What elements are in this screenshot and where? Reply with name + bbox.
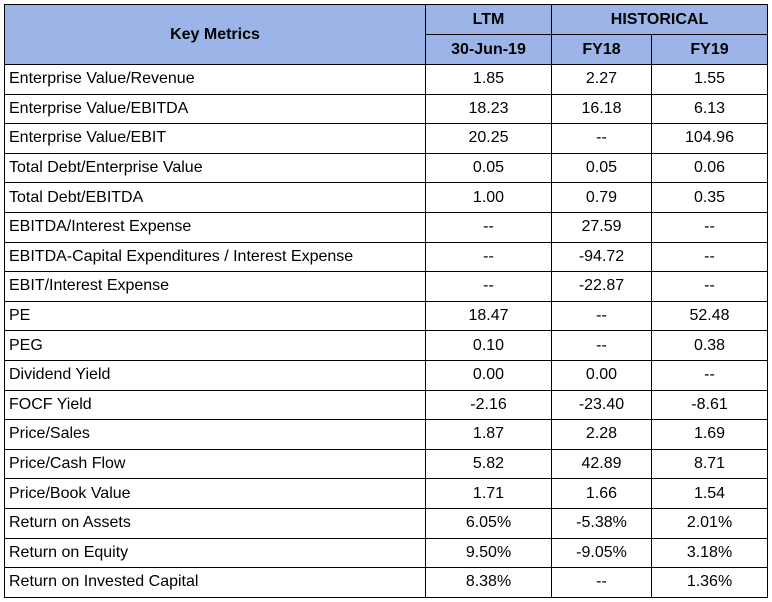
fy18-value: 42.89 <box>551 448 652 480</box>
table-row: PEG 0.10 -- 0.38 <box>4 330 769 361</box>
table-row: Price/Book Value 1.71 1.66 1.54 <box>4 478 769 509</box>
fy19-value: 0.06 <box>650 152 769 184</box>
table-row: PE 18.47 -- 52.48 <box>4 300 769 332</box>
ltm-value: 1.00 <box>425 182 552 213</box>
historical-header: HISTORICAL <box>550 4 769 35</box>
fy18-value: -- <box>551 300 652 332</box>
ltm-header: LTM <box>425 4 552 35</box>
metric-label: Enterprise Value/EBIT <box>4 123 426 154</box>
ltm-value: -- <box>425 241 552 273</box>
table-row: EBITDA/Interest Expense -- 27.59 -- <box>4 211 769 243</box>
table-row: Dividend Yield 0.00 0.00 -- <box>4 359 769 391</box>
metric-label: EBITDA-Capital Expenditures / Interest E… <box>4 241 426 273</box>
metric-label: PEG <box>4 330 426 361</box>
fy18-value: 0.79 <box>551 182 652 213</box>
fy19-value: -- <box>650 271 769 302</box>
fy18-value: -9.05% <box>551 537 652 569</box>
metric-label: Total Debt/Enterprise Value <box>4 152 426 184</box>
fy18-value: -- <box>551 567 652 598</box>
table-row: Enterprise Value/EBIT 20.25 -- 104.96 <box>4 123 769 154</box>
metrics-body: Enterprise Value/Revenue 1.85 2.27 1.55 Ente… <box>4 64 769 598</box>
table-row: EBITDA-Capital Expenditures / Interest E… <box>4 241 769 273</box>
fy19-value: 0.38 <box>650 330 769 361</box>
ltm-value: -2.16 <box>425 389 552 421</box>
fy18-value: -- <box>551 330 652 361</box>
fy19-value: 3.18% <box>650 537 769 569</box>
ltm-value: 0.00 <box>425 359 552 391</box>
metric-label: Enterprise Value/EBITDA <box>4 93 426 125</box>
ltm-value: 6.05% <box>425 507 552 539</box>
metric-label: PE <box>4 300 426 332</box>
table-row: Total Debt/EBITDA 1.00 0.79 0.35 <box>4 182 769 213</box>
ltm-value: -- <box>425 211 552 243</box>
fy19-value: 6.13 <box>650 93 769 125</box>
fy18-value: 1.66 <box>551 478 652 509</box>
table-row: Total Debt/Enterprise Value 0.05 0.05 0.06 <box>4 152 769 184</box>
ltm-value: 0.10 <box>425 330 552 361</box>
ltm-value: 9.50% <box>425 537 552 569</box>
fy19-value: 52.48 <box>650 300 769 332</box>
ltm-value: 8.38% <box>425 567 552 598</box>
ltm-value: 18.47 <box>425 300 552 332</box>
table-row: Return on Equity 9.50% -9.05% 3.18% <box>4 537 769 569</box>
metric-label: Enterprise Value/Revenue <box>4 64 426 95</box>
ltm-value: 1.71 <box>425 478 552 509</box>
fy19-value: -8.61 <box>650 389 769 421</box>
fy18-value: -5.38% <box>551 507 652 539</box>
metric-label: EBIT/Interest Expense <box>4 271 426 302</box>
table-row: Return on Invested Capital 8.38% -- 1.36% <box>4 567 769 598</box>
ltm-value: 0.05 <box>425 152 552 184</box>
fy18-value: 27.59 <box>551 211 652 243</box>
key-metrics-header: Key Metrics <box>4 4 426 65</box>
ltm-value: 20.25 <box>425 123 552 154</box>
fy18-value: -- <box>551 123 652 154</box>
fy18-value: 0.00 <box>551 359 652 391</box>
metric-label: Price/Sales <box>4 419 426 450</box>
key-metrics-table: Key Metrics LTM HISTORICAL 30-Jun-19 FY1… <box>4 4 769 598</box>
metric-label: Price/Cash Flow <box>4 448 426 480</box>
fy18-value: 2.28 <box>551 419 652 450</box>
table-row: Enterprise Value/Revenue 1.85 2.27 1.55 <box>4 64 769 95</box>
fy19-value: -- <box>650 241 769 273</box>
metric-label: Return on Invested Capital <box>4 567 426 598</box>
metric-label: Return on Assets <box>4 507 426 539</box>
table-row: Price/Sales 1.87 2.28 1.69 <box>4 419 769 450</box>
ltm-value: 1.87 <box>425 419 552 450</box>
fy19-header: FY19 <box>650 34 769 65</box>
fy19-value: 104.96 <box>650 123 769 154</box>
fy18-value: 2.27 <box>551 64 652 95</box>
fy18-value: 16.18 <box>551 93 652 125</box>
table-row: Price/Cash Flow 5.82 42.89 8.71 <box>4 448 769 480</box>
ltm-value: 5.82 <box>425 448 552 480</box>
table-row: EBIT/Interest Expense -- -22.87 -- <box>4 271 769 302</box>
table-row: Return on Assets 6.05% -5.38% 2.01% <box>4 507 769 539</box>
table-row: FOCF Yield -2.16 -23.40 -8.61 <box>4 389 769 421</box>
fy19-value: -- <box>650 359 769 391</box>
fy19-value: 2.01% <box>650 507 769 539</box>
metric-label: EBITDA/Interest Expense <box>4 211 426 243</box>
fy18-value: 0.05 <box>551 152 652 184</box>
ltm-date-header: 30-Jun-19 <box>425 34 552 65</box>
table-row: Enterprise Value/EBITDA 18.23 16.18 6.13 <box>4 93 769 125</box>
fy18-header: FY18 <box>551 34 652 65</box>
fy18-value: -22.87 <box>551 271 652 302</box>
fy19-value: 0.35 <box>650 182 769 213</box>
fy19-value: 1.36% <box>650 567 769 598</box>
fy19-value: 1.69 <box>650 419 769 450</box>
fy19-value: 8.71 <box>650 448 769 480</box>
metric-label: FOCF Yield <box>4 389 426 421</box>
fy19-value: 1.54 <box>650 478 769 509</box>
fy19-value: 1.55 <box>650 64 769 95</box>
fy18-value: -23.40 <box>551 389 652 421</box>
ltm-value: 1.85 <box>425 64 552 95</box>
fy19-value: -- <box>650 211 769 243</box>
fy18-value: -94.72 <box>551 241 652 273</box>
ltm-value: 18.23 <box>425 93 552 125</box>
metric-label: Price/Book Value <box>4 478 426 509</box>
metric-label: Return on Equity <box>4 537 426 569</box>
metric-label: Dividend Yield <box>4 359 426 391</box>
ltm-value: -- <box>425 271 552 302</box>
metric-label: Total Debt/EBITDA <box>4 182 426 213</box>
